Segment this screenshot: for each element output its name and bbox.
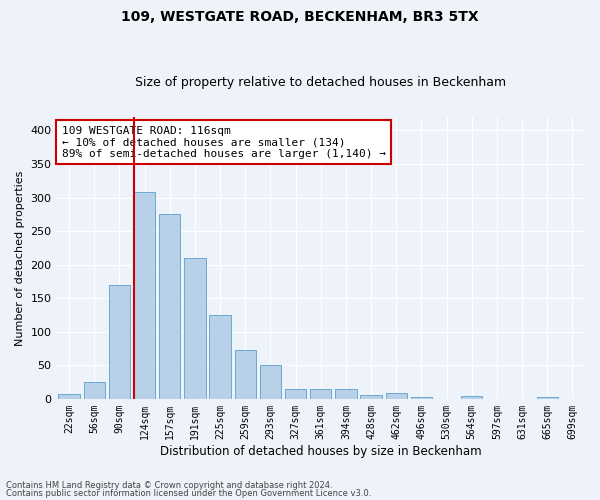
Text: Contains HM Land Registry data © Crown copyright and database right 2024.: Contains HM Land Registry data © Crown c… — [6, 481, 332, 490]
Bar — [260, 366, 281, 399]
Bar — [235, 350, 256, 399]
X-axis label: Distribution of detached houses by size in Beckenham: Distribution of detached houses by size … — [160, 444, 482, 458]
Bar — [536, 397, 558, 399]
Title: Size of property relative to detached houses in Beckenham: Size of property relative to detached ho… — [135, 76, 506, 90]
Bar — [209, 315, 231, 399]
Bar — [361, 396, 382, 399]
Bar — [159, 214, 181, 399]
Text: Contains public sector information licensed under the Open Government Licence v3: Contains public sector information licen… — [6, 488, 371, 498]
Bar — [310, 390, 331, 399]
Bar — [386, 394, 407, 399]
Text: 109, WESTGATE ROAD, BECKENHAM, BR3 5TX: 109, WESTGATE ROAD, BECKENHAM, BR3 5TX — [121, 10, 479, 24]
Bar — [184, 258, 206, 399]
Bar — [58, 394, 80, 399]
Bar — [109, 285, 130, 399]
Bar — [461, 396, 482, 399]
Bar — [83, 382, 105, 399]
Y-axis label: Number of detached properties: Number of detached properties — [15, 170, 25, 346]
Bar — [134, 192, 155, 399]
Bar — [411, 397, 432, 399]
Bar — [335, 390, 356, 399]
Bar — [285, 389, 307, 399]
Text: 109 WESTGATE ROAD: 116sqm
← 10% of detached houses are smaller (134)
89% of semi: 109 WESTGATE ROAD: 116sqm ← 10% of detac… — [62, 126, 386, 158]
